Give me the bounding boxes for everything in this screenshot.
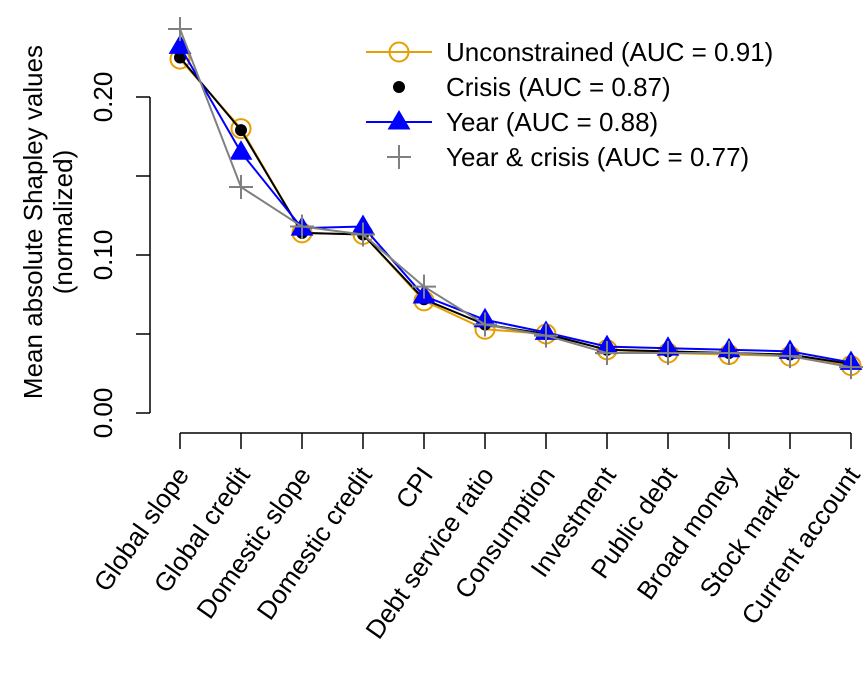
data-point	[229, 140, 253, 160]
y-tick-label: 0.00	[88, 388, 118, 439]
data-point	[656, 340, 680, 365]
legend-label: Unconstrained (AUC = 0.91)	[446, 37, 773, 67]
data-point	[168, 34, 192, 54]
plot-series	[168, 17, 863, 380]
legend-item: Crisis (AUC = 0.87)	[393, 72, 671, 102]
y-ticks: 0.00 0.10 0.20	[88, 72, 150, 439]
data-point	[230, 118, 252, 140]
legend-marker	[393, 81, 405, 93]
legend: Unconstrained (AUC = 0.91) Crisis (AUC = …	[366, 37, 773, 172]
legend-item: Unconstrained (AUC = 0.91)	[366, 37, 773, 67]
y-tick-label: 0.10	[88, 230, 118, 281]
legend-marker	[387, 110, 411, 130]
legend-label: Year & crisis (AUC = 0.77)	[446, 142, 749, 172]
series-line	[179, 56, 852, 366]
data-point	[717, 340, 741, 365]
series-3	[168, 17, 863, 380]
legend-item: Year & crisis (AUC = 0.77)	[387, 142, 749, 172]
data-point	[839, 355, 863, 380]
y-tick-label: 0.20	[88, 72, 118, 123]
data-point	[351, 222, 375, 247]
data-point	[412, 274, 436, 299]
y-axis-label-secondary: (normalized)	[48, 150, 78, 295]
legend-marker	[387, 145, 411, 169]
data-point	[168, 17, 192, 42]
data-point	[778, 344, 802, 369]
series-line	[179, 45, 852, 364]
x-ticks	[179, 433, 852, 449]
data-point	[235, 124, 247, 137]
data-point	[534, 323, 558, 348]
y-axis: 0.00 0.10 0.20 Mean absolute Shapley value…	[18, 45, 151, 439]
legend-label: Crisis (AUC = 0.87)	[446, 72, 671, 102]
legend-item: Year (AUC = 0.88)	[366, 107, 658, 137]
data-point	[174, 51, 186, 64]
x-tick-label: CPI	[389, 461, 438, 514]
legend-label: Year (AUC = 0.88)	[446, 107, 658, 137]
data-point	[473, 312, 497, 337]
data-point	[595, 340, 619, 365]
data-point	[290, 214, 314, 239]
legend-marker	[388, 41, 410, 63]
y-axis-label: Mean absolute Shapley values	[18, 45, 48, 399]
data-point	[229, 175, 253, 200]
